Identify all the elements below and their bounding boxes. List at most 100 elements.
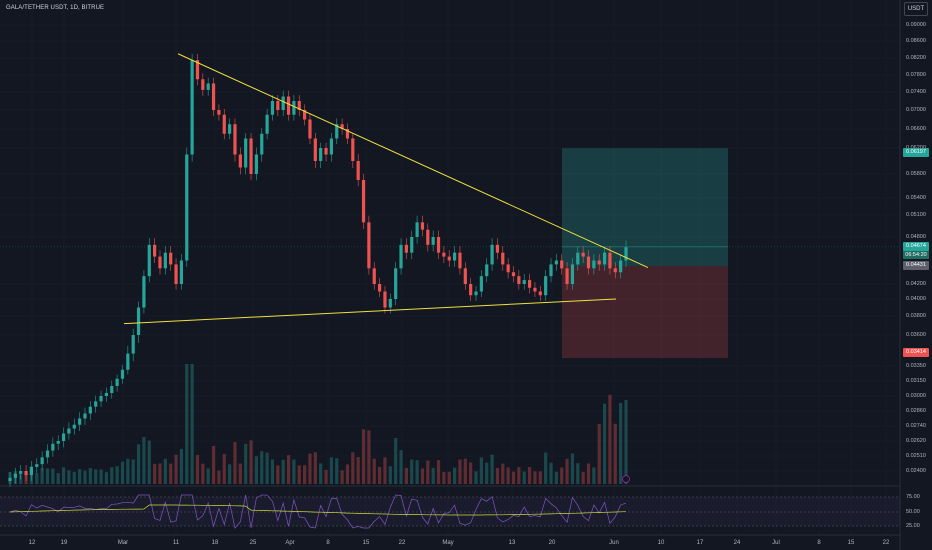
candle-body (158, 256, 162, 269)
volume-bar (469, 462, 473, 484)
candle-body (260, 133, 264, 155)
candle-body (40, 457, 44, 465)
candle-body (506, 264, 510, 273)
volume-bar (474, 471, 478, 484)
volume-bar (147, 440, 151, 484)
volume-bar (83, 470, 87, 484)
volume-bar (265, 452, 269, 484)
currency-unit-button[interactable]: USDT (904, 2, 928, 16)
volume-bar (179, 448, 184, 484)
time-axis-label: 22 (882, 540, 890, 546)
volume-bar (211, 446, 216, 484)
candle-body (597, 260, 601, 265)
candle-body (399, 244, 403, 269)
candle-body (217, 110, 221, 115)
volume-bar (340, 470, 344, 484)
candle-body (201, 79, 205, 90)
candle-body (511, 272, 516, 277)
symbol-title[interactable]: GALA/TETHER USDT, 1D, BITRUE (6, 5, 105, 11)
time-axis-label: Jul (772, 540, 780, 546)
volume-bar (19, 472, 23, 484)
volume-bar (249, 440, 253, 484)
candle-body (319, 148, 323, 161)
volume-bar (13, 471, 17, 484)
candle-body (356, 161, 360, 180)
current-price-tag: 0.04674 (903, 242, 929, 251)
candle-body (185, 154, 189, 261)
volume-bar (538, 471, 542, 484)
time-axis-label: 15 (847, 540, 855, 546)
volume-bar (586, 463, 591, 484)
volume-bar (78, 469, 82, 484)
candle-body (56, 441, 60, 444)
candle-body (313, 138, 317, 161)
volume-bar (351, 452, 355, 484)
candle-body (13, 473, 17, 478)
volume-bar (8, 472, 12, 484)
volume-bar (447, 471, 451, 484)
volume-bar (490, 454, 494, 484)
candle-body (88, 406, 92, 414)
candle-body (431, 237, 435, 245)
volume-bar (624, 400, 628, 484)
price-axis-label: 0.08600 (906, 38, 926, 44)
price-axis-label: 0.03350 (906, 363, 926, 369)
candle-body (576, 252, 580, 265)
candle-body (586, 256, 591, 269)
volume-bar (217, 470, 221, 484)
candle-body (463, 268, 467, 284)
candle-body (544, 276, 548, 296)
candle-body (61, 433, 66, 441)
candle-body (51, 443, 55, 451)
price-axis-label: 0.05100 (906, 212, 926, 218)
candle-body (163, 252, 167, 269)
volume-bar (308, 453, 312, 484)
volume-bar (527, 467, 532, 484)
volume-bar (319, 463, 323, 484)
price-axis-label: 0.05400 (906, 195, 926, 201)
volume-bar (479, 457, 483, 484)
candle-body (533, 287, 537, 292)
candle-body (474, 291, 478, 296)
time-axis-label: Jun (609, 540, 619, 546)
candle-body (570, 264, 575, 284)
volume-bar (426, 460, 430, 484)
volume-bar (420, 468, 425, 484)
volume-bar (565, 458, 569, 484)
volume-bar (619, 402, 623, 484)
candle-body (367, 222, 371, 269)
candle-body (131, 335, 135, 354)
price-axis-label: 0.04000 (906, 296, 926, 302)
candle-body (206, 83, 210, 90)
candle-body (94, 401, 98, 407)
candle-body (361, 180, 366, 223)
volume-bar (72, 471, 76, 484)
volume-bar (485, 462, 489, 484)
candle-body (388, 299, 392, 308)
volume-bar (51, 468, 55, 484)
price-axis-label: 0.07800 (906, 72, 926, 78)
candle-body (560, 260, 564, 269)
volume-bar (244, 443, 248, 484)
candle-body (602, 252, 607, 265)
candle-body (624, 247, 628, 261)
candle-body (442, 252, 446, 257)
time-axis-label: 20 (548, 540, 556, 546)
candle-body (522, 280, 526, 284)
candle-body (174, 264, 178, 284)
time-axis-label: 8 (817, 540, 821, 546)
volume-bar (110, 467, 114, 484)
price-axis-label: 0.04200 (906, 281, 926, 287)
rsi-ma-line (9, 504, 627, 516)
entry-price-tag: 0.04431 (903, 261, 929, 270)
volume-bar (361, 429, 366, 484)
candle-body (581, 252, 585, 257)
price-axis-label: 0.03000 (906, 393, 926, 399)
volume-bar (383, 457, 387, 484)
volume-bar (404, 467, 408, 484)
volume-bar (29, 466, 34, 484)
volume-bar (388, 466, 392, 484)
volume-bar (394, 438, 398, 484)
